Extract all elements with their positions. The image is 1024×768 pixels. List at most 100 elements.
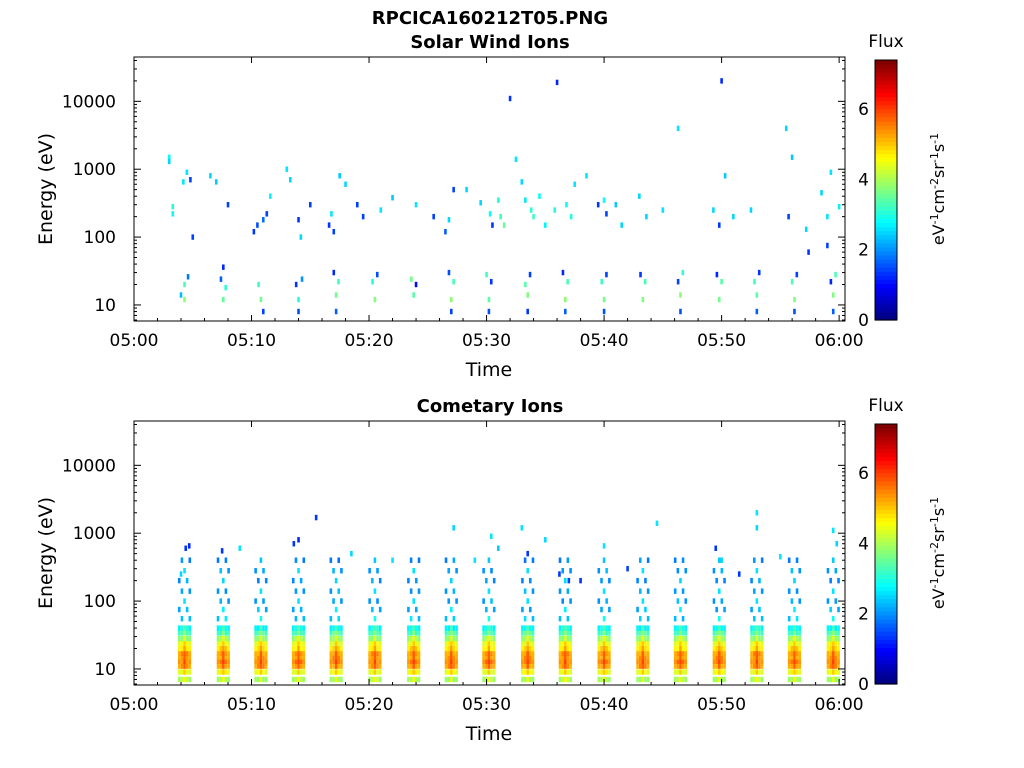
- heatmap-cell: [831, 635, 835, 642]
- heatmap-cell: [558, 571, 561, 577]
- heatmap-cell: [673, 645, 677, 652]
- heatmap-cell: [646, 654, 650, 660]
- heatmap-cell: [600, 645, 603, 652]
- heatmap-cell: [171, 204, 175, 210]
- heatmap-cell: [355, 201, 359, 208]
- heatmap-cell: [723, 635, 726, 642]
- heatmap-cell: [222, 296, 225, 303]
- heatmap-cell: [412, 640, 415, 646]
- heatmap-cell: [259, 654, 263, 660]
- heatmap-cell: [294, 650, 298, 657]
- heatmap-cell: [684, 658, 688, 664]
- heatmap-cell: [432, 213, 435, 220]
- heatmap-cell: [183, 625, 186, 631]
- heatmap-cell: [329, 645, 333, 652]
- heatmap-cell: [831, 615, 835, 622]
- heatmap-cell: [447, 640, 451, 646]
- heatmap-cell: [638, 193, 641, 199]
- heatmap-cell: [329, 669, 333, 675]
- heatmap-cell: [564, 654, 567, 660]
- colorbar-segment: [875, 533, 897, 539]
- heatmap-cell: [597, 630, 601, 636]
- heatmap-cell: [679, 308, 682, 315]
- heatmap-cell: [378, 654, 382, 660]
- heatmap-cell: [222, 606, 225, 613]
- heatmap-cell: [566, 635, 570, 642]
- heatmap-cell: [646, 676, 650, 683]
- heatmap-cell: [407, 654, 410, 660]
- heatmap-cell: [185, 658, 189, 664]
- heatmap-cell: [795, 676, 799, 683]
- heatmap-cell: [524, 281, 527, 288]
- heatmap-cell: [758, 645, 761, 652]
- heatmap-cell: [337, 650, 341, 657]
- heatmap-cell: [752, 635, 756, 642]
- heatmap-cell: [490, 650, 493, 657]
- heatmap-cell: [264, 606, 268, 613]
- colorbar-segment: [875, 108, 897, 114]
- colorbar-segment: [875, 424, 897, 429]
- heatmap-cell: [795, 669, 799, 675]
- heatmap-cell: [414, 635, 418, 642]
- heatmap-cell: [787, 615, 791, 622]
- heatmap-cell: [412, 663, 415, 669]
- heatmap-cell: [485, 658, 488, 664]
- heatmap-cell: [227, 640, 230, 646]
- heatmap-cell: [300, 276, 304, 282]
- heatmap-cell: [795, 640, 799, 646]
- colorbar-segment: [875, 60, 897, 65]
- heatmap-cell: [758, 669, 761, 675]
- heatmap-cell: [259, 650, 263, 657]
- colorbar-segment: [875, 230, 897, 236]
- heatmap-cell: [644, 663, 647, 669]
- heatmap-cell: [373, 640, 377, 646]
- heatmap-cell: [334, 635, 338, 642]
- heatmap-cell: [417, 669, 421, 675]
- heatmap-cell: [378, 676, 382, 683]
- heatmap-cell: [452, 654, 456, 660]
- heatmap-cell: [829, 676, 832, 683]
- heatmap-cell: [834, 625, 838, 631]
- heatmap-cell: [787, 625, 791, 631]
- heatmap-cell: [409, 645, 413, 652]
- colorbar-segment: [875, 181, 897, 187]
- heatmap-cell: [490, 654, 493, 660]
- heatmap-cell: [602, 640, 606, 646]
- heatmap-cell: [482, 658, 485, 664]
- solar-wind-axes: 05:00 05:10 05:20 05:30 05:40 05:50 06:0010100…: [62, 57, 864, 351]
- heatmap-cell: [790, 278, 794, 285]
- colorbar-segment: [875, 619, 897, 624]
- heatmap-cell: [779, 554, 782, 560]
- heatmap-cell: [755, 640, 759, 646]
- heatmap-cell: [340, 635, 343, 642]
- heatmap-cell: [216, 557, 220, 563]
- heatmap-cell: [717, 588, 721, 594]
- heatmap-cell: [602, 645, 606, 652]
- heatmap-cell: [291, 669, 295, 675]
- heatmap-cell: [717, 658, 721, 664]
- heatmap-cell: [378, 630, 382, 636]
- heatmap-cell: [679, 625, 682, 631]
- heatmap-cell: [452, 669, 456, 675]
- heatmap-cell: [717, 296, 721, 303]
- heatmap-cell: [219, 669, 223, 675]
- heatmap-cell: [332, 598, 335, 604]
- heatmap-cell: [414, 658, 418, 664]
- heatmap-cell: [597, 663, 601, 669]
- heatmap-cell: [371, 645, 374, 652]
- heatmap-cell: [600, 676, 603, 683]
- heatmap-cell: [790, 598, 794, 604]
- heatmap-cell: [804, 226, 808, 233]
- heatmap-cell: [676, 669, 680, 675]
- heatmap-cell: [297, 296, 300, 303]
- colorbar-segment: [875, 436, 897, 441]
- heatmap-cell: [482, 663, 485, 669]
- heatmap-cell: [264, 577, 268, 584]
- heatmap-cell: [561, 654, 565, 660]
- heatmap-cell: [826, 663, 830, 669]
- heatmap-cell: [831, 292, 835, 298]
- heatmap-cell: [755, 645, 759, 652]
- heatmap-cell: [826, 658, 830, 664]
- colorbar-segment: [875, 643, 897, 649]
- heatmap-cell: [712, 635, 716, 642]
